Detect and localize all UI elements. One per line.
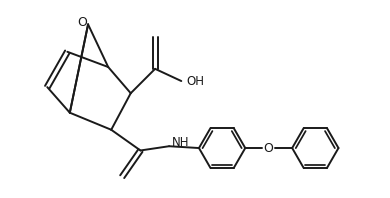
Text: NH: NH [172, 136, 189, 149]
Text: O: O [78, 16, 87, 29]
Text: O: O [264, 142, 273, 155]
Text: OH: OH [186, 74, 204, 88]
